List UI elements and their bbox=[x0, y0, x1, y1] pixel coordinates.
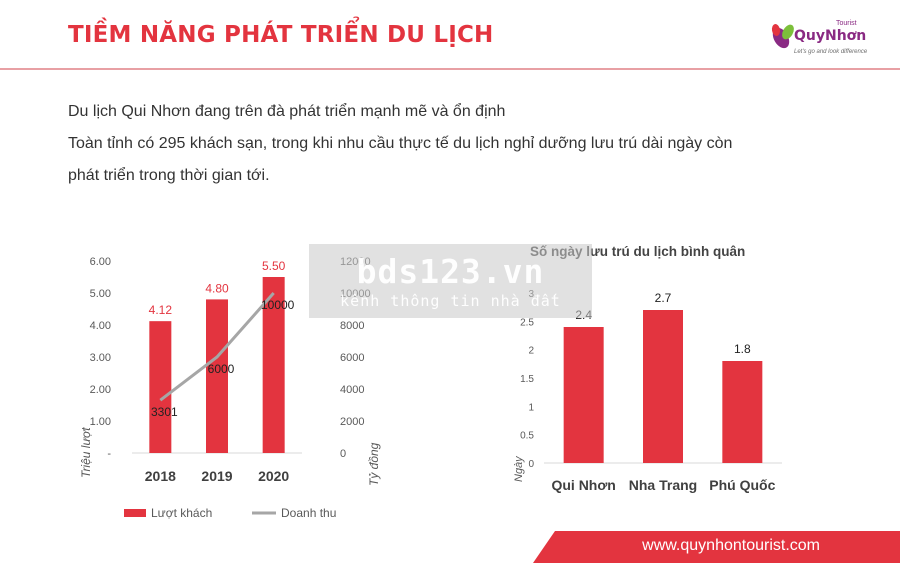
x-tick-label: Phú Quốc bbox=[709, 477, 775, 493]
logo-superscript: Tourist bbox=[836, 20, 857, 27]
y-tick-label: 6.00 bbox=[90, 256, 111, 268]
y-tick-label: 2.00 bbox=[90, 384, 111, 396]
logo-wordmark: QuyNhơn bbox=[794, 28, 867, 44]
x-tick-label: 2018 bbox=[145, 468, 176, 484]
title-divider bbox=[0, 68, 900, 70]
y-tick-label: 3.00 bbox=[90, 352, 111, 364]
line-data-label: 6000 bbox=[208, 362, 235, 376]
y2-tick-label: 4000 bbox=[340, 384, 364, 396]
line-data-label: 3301 bbox=[151, 405, 178, 419]
y2-axis-title: Tỷ đồng bbox=[367, 442, 381, 486]
y-tick-label: 0 bbox=[528, 459, 534, 470]
bar-visitors bbox=[262, 277, 285, 453]
legend-label-revenue: Doanh thu bbox=[281, 506, 336, 520]
intro-line-1: Du lịch Qui Nhơn đang trên đà phát triển… bbox=[68, 103, 506, 120]
intro-line-3: phát triển trong thời gian tới. bbox=[68, 167, 270, 184]
y-tick-label: - bbox=[107, 448, 111, 460]
y-tick-label: 4.00 bbox=[90, 320, 111, 332]
bar-data-label: 2.7 bbox=[655, 291, 672, 305]
watermark: bds123.vn kênh thông tin nhà đất bbox=[309, 244, 592, 318]
legend-swatch-visitors bbox=[124, 509, 146, 517]
x-tick-label: Nha Trang bbox=[629, 477, 697, 493]
intro-text: Du lịch Qui Nhơn đang trên đà phát triển… bbox=[68, 96, 828, 192]
page-title: TIỀM NĂNG PHÁT TRIỂN DU LỊCH bbox=[68, 22, 494, 48]
x-tick-label: 2020 bbox=[258, 468, 289, 484]
flower-logo-icon bbox=[771, 24, 794, 49]
brand-logo: QuyNhơn Tourist Let's go and look differ… bbox=[768, 14, 880, 62]
y-tick-label: 0.5 bbox=[520, 431, 534, 442]
y-axis-title: Ngày bbox=[513, 455, 525, 482]
watermark-sub: kênh thông tin nhà đất bbox=[340, 292, 561, 310]
x-tick-label: Qui Nhơn bbox=[551, 477, 615, 493]
bar-data-label: 5.50 bbox=[262, 259, 286, 273]
intro-line-2: Toàn tỉnh có 295 khách sạn, trong khi nh… bbox=[68, 135, 733, 152]
y-tick-label: 1.5 bbox=[520, 374, 534, 385]
bar-stay-days bbox=[563, 327, 604, 463]
y2-tick-label: 8000 bbox=[340, 320, 364, 332]
y-tick-label: 2.5 bbox=[520, 317, 534, 328]
bar-stay-days bbox=[643, 310, 683, 463]
legend-label-visitors: Lượt khách bbox=[151, 506, 212, 520]
y-tick-label: 1.00 bbox=[90, 416, 111, 428]
bar-visitors bbox=[206, 299, 228, 453]
y-tick-label: 5.00 bbox=[90, 288, 111, 300]
bar-data-label: 4.12 bbox=[149, 303, 173, 317]
y2-tick-label: 0 bbox=[340, 448, 346, 460]
logo-tagline: Let's go and look difference bbox=[794, 49, 868, 55]
line-revenue bbox=[159, 292, 275, 402]
y2-tick-label: 6000 bbox=[340, 352, 364, 364]
bar-data-label: 4.80 bbox=[205, 281, 229, 295]
bar-data-label: 1.8 bbox=[734, 342, 751, 356]
y-tick-label: 1 bbox=[528, 402, 534, 413]
y2-tick-label: 2000 bbox=[340, 416, 364, 428]
footer-bar: www.quynhontourist.com bbox=[533, 531, 900, 563]
watermark-main: bds123.vn bbox=[356, 252, 545, 291]
footer-url[interactable]: www.quynhontourist.com bbox=[642, 537, 820, 554]
bar-visitors bbox=[149, 321, 172, 453]
line-data-label: 10000 bbox=[261, 298, 295, 312]
y-axis-title: Triệu lượt bbox=[80, 427, 93, 478]
bar-stay-days bbox=[722, 361, 763, 463]
x-tick-label: 2019 bbox=[201, 468, 232, 484]
y-tick-label: 2 bbox=[528, 346, 534, 357]
